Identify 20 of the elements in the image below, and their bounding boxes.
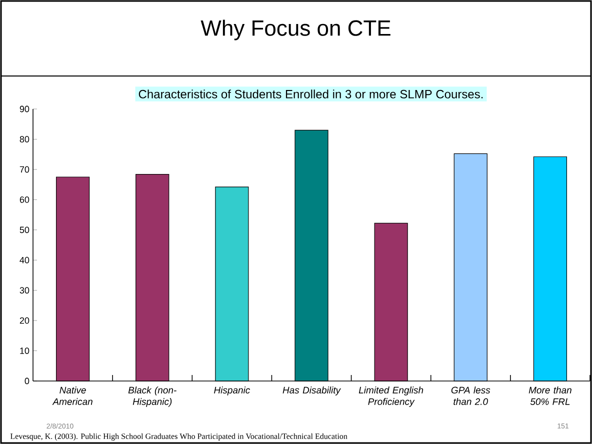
chart-subtitle: Characteristics of Students Enrolled in 3 or more SLMP Courses. [138,90,483,98]
x-tick-label: Black (non-Hispanic) [128,386,176,407]
x-tick-label: Limited English Proficiency [358,386,424,407]
x-tick-label: Has Disability [282,386,341,396]
y-tick-label: 40 [20,256,30,264]
text: Levesque, K. (2003). Public High School Graduates Who Participated in Vocational/Technical Education [10,433,348,441]
y-tick-label: 20 [20,317,30,324]
x-tick-label: Hispanic [214,386,250,396]
y-tick-label: 50 [20,226,30,234]
y-tick-label: 60 [20,196,30,203]
y-tick-label: 80 [20,136,30,142]
y-tick-label: 30 [20,287,30,294]
y-tick-label: 0 [24,378,30,384]
chart-title: Why Focus on CTE [200,20,390,40]
x-tick-label: GPA less than 2.0 [451,386,490,405]
x-tick-label: Native American [52,386,92,405]
y-tick-label: 10 [20,348,30,354]
y-tick-label: 90 [20,106,30,112]
y-tick-label: 70 [20,166,30,173]
x-tick-label: More than 50% FRL [528,386,572,405]
